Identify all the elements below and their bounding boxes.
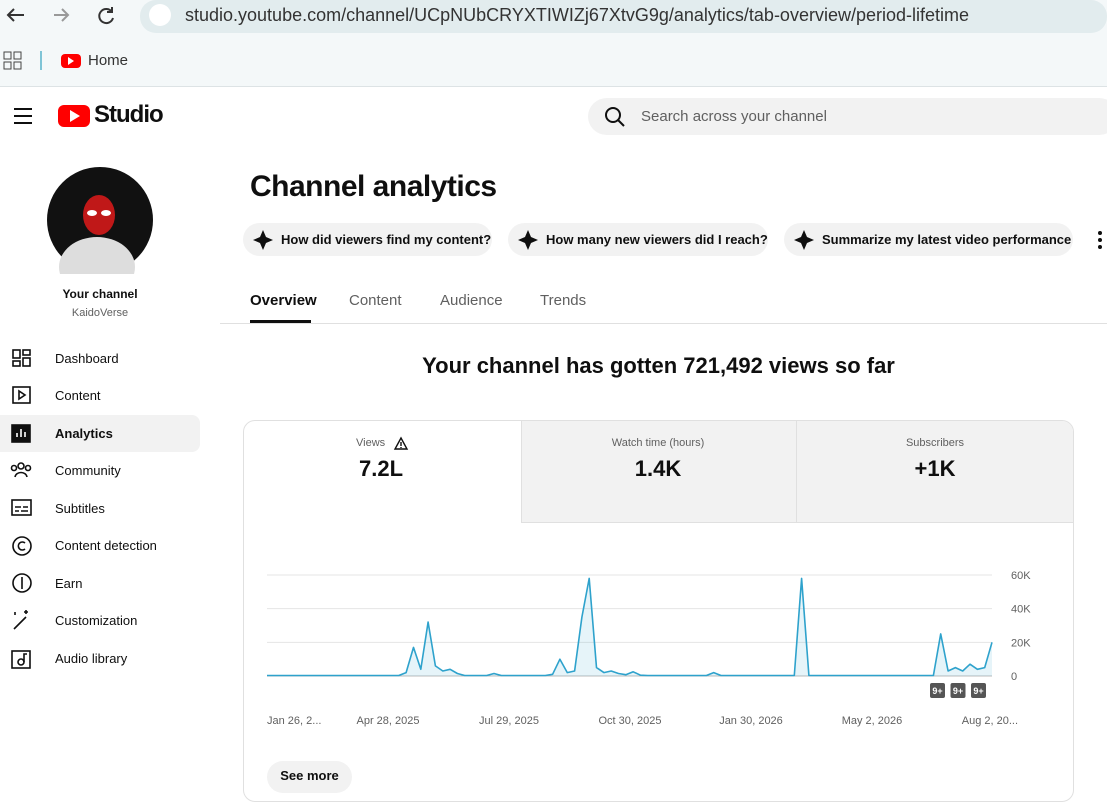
nav-item[interactable]: Analytics	[55, 426, 113, 441]
divider	[220, 323, 1107, 324]
y-tick-label: 60K	[1011, 570, 1031, 582]
badge	[930, 683, 945, 698]
channel-name: KaidoVerse	[71, 307, 129, 319]
badge-label: 9+	[973, 686, 983, 696]
prompt-chip[interactable]: How did viewers find my content?	[243, 223, 492, 256]
search[interactable]: Search across your channel	[641, 108, 827, 125]
nav-item[interactable]: Audio library	[55, 651, 128, 666]
nav-item[interactable]: Customization	[55, 613, 138, 628]
metric-label[interactable]: Subscribers	[905, 437, 965, 449]
studio-header-icons	[14, 98, 1107, 135]
metrics-card	[243, 420, 1074, 802]
y-tick-label: 40K	[1011, 604, 1031, 616]
nav-item[interactable]: Content	[55, 388, 101, 403]
x-tick-label: Aug 2, 20...	[962, 715, 1018, 727]
x-tick-label: Oct 30, 2025	[599, 715, 662, 727]
logo[interactable]: Studio	[94, 101, 164, 128]
x-tick-label: Jul 29, 2025	[479, 715, 539, 727]
active-nav-bg	[0, 415, 200, 452]
badge-label: 9+	[953, 686, 963, 696]
nav-item[interactable]: Dashboard	[55, 351, 119, 366]
url[interactable]: studio.youtube.com/channel/UCpNUbCRYXTIW…	[185, 5, 970, 25]
tab[interactable]: Content	[349, 292, 402, 309]
tab[interactable]: Trends	[540, 292, 587, 309]
metric-tab-bg	[521, 421, 1073, 523]
chip-icons	[253, 230, 1102, 250]
nav-icons	[10, 349, 32, 669]
chart: 0 20K 40K 60K Jan 26, 2... Apr 28, 2025 Jul 29…	[267, 570, 1031, 727]
tab-underline	[250, 320, 311, 323]
channel-label: Your channel	[62, 287, 138, 301]
x-tick-label: Apr 28, 2025	[357, 715, 420, 727]
prompt-chip[interactable]: How many new viewers did I reach?	[508, 223, 768, 256]
y-tick-label: 0	[1011, 671, 1017, 683]
area	[267, 578, 992, 676]
page-title: Channel analytics	[250, 170, 497, 203]
warning-icon[interactable]	[393, 436, 409, 452]
metric-value: 7.2L	[359, 456, 404, 481]
nav-item[interactable]: Community	[55, 463, 121, 478]
avatar[interactable]	[47, 167, 154, 274]
metric-value: +1K	[914, 456, 956, 481]
y-tick-label: 20K	[1011, 637, 1031, 649]
bookmark[interactable]: Home	[88, 52, 129, 69]
nav-item[interactable]: Earn	[55, 576, 83, 591]
prompt-chip[interactable]: Summarize my latest video performance	[784, 223, 1073, 256]
nav-item[interactable]: Content detection	[55, 538, 157, 553]
headline: Your channel has gotten 721,492 views so…	[422, 353, 895, 378]
tab[interactable]: Overview	[250, 292, 317, 309]
x-tick-label: Jan 26, 2...	[267, 715, 321, 727]
tab[interactable]: Audience	[440, 292, 503, 309]
badge	[971, 683, 986, 698]
see-more-button[interactable]: See more	[267, 761, 352, 793]
metric-sep	[796, 421, 797, 522]
nav-item[interactable]: Subtitles	[55, 501, 105, 516]
metric-label[interactable]: Watch time (hours)	[611, 437, 705, 449]
metric-value: 1.4K	[634, 456, 682, 481]
browser-icons	[3, 0, 1107, 70]
x-tick-label: May 2, 2026	[842, 715, 903, 727]
x-tick-label: Jan 30, 2026	[719, 715, 783, 727]
badge-label: 9+	[932, 686, 942, 696]
line	[267, 577, 993, 677]
metric-label[interactable]: Views	[356, 437, 386, 449]
badge	[950, 683, 966, 698]
